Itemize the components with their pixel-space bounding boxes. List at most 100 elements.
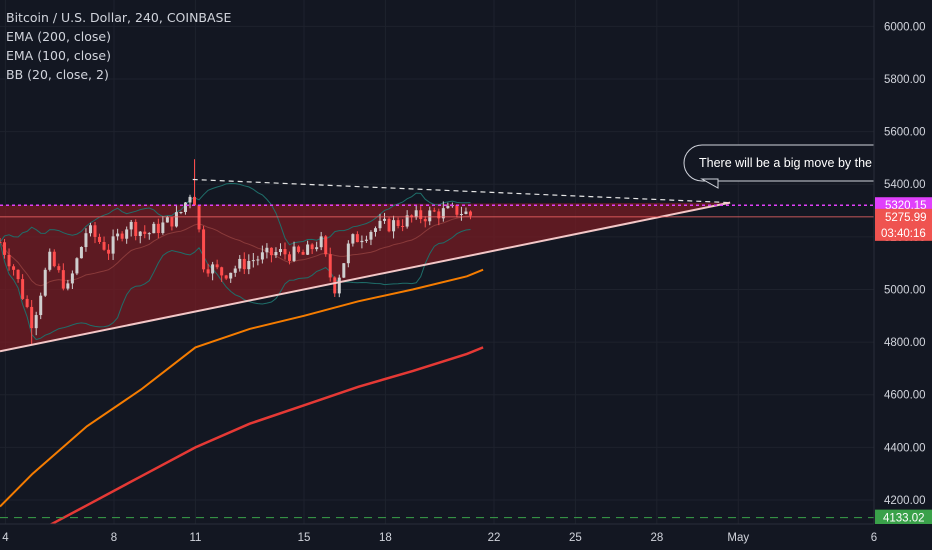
candle [34, 311, 38, 336]
candle [265, 243, 269, 259]
time-tick-label: 11 [189, 532, 201, 544]
time-axis-background [0, 524, 932, 550]
time-tick-label: 8 [111, 532, 117, 544]
last-price-badge: 5275.99 03:40:16 [875, 208, 932, 241]
price-tick-label: 4600.00 [884, 390, 926, 402]
candle [274, 247, 278, 259]
candle [138, 230, 142, 244]
ema-100-line [0, 268, 484, 508]
candle [88, 222, 92, 237]
candle [188, 194, 192, 209]
candle [79, 246, 83, 259]
candle [16, 269, 20, 283]
candle [324, 235, 328, 257]
candle [423, 216, 427, 228]
time-tick-label: 18 [379, 532, 392, 544]
candle [360, 235, 364, 249]
candle [414, 205, 418, 220]
candle [283, 242, 287, 260]
symbol-title[interactable]: Bitcoin / U.S. Dollar, 240, COINBASE [6, 10, 232, 25]
candle [107, 244, 111, 260]
candle [464, 207, 468, 215]
candle [102, 236, 106, 251]
candle [396, 217, 400, 229]
candle [405, 210, 409, 229]
candle [319, 231, 323, 251]
candle [43, 267, 47, 297]
candle [21, 274, 25, 301]
candle [260, 245, 264, 264]
time-tick-label: 15 [298, 532, 311, 544]
candle [233, 265, 237, 277]
candle [441, 201, 445, 222]
candle [310, 243, 314, 254]
candle [39, 292, 43, 320]
candle [292, 241, 296, 263]
candle [25, 295, 29, 309]
support-level-badge-bg [875, 509, 932, 526]
time-tick-label: May [727, 532, 749, 544]
candle [315, 241, 319, 252]
candle [432, 207, 436, 213]
candle [147, 232, 151, 240]
candle [206, 263, 210, 277]
candle [111, 229, 115, 260]
candle [468, 210, 472, 220]
candle [152, 221, 156, 234]
price-tick-label: 6000.00 [884, 21, 926, 33]
candle [179, 211, 183, 215]
candle [238, 255, 242, 272]
annotation-callout[interactable]: There will be a big move by the be [683, 144, 905, 189]
candles [0, 159, 472, 345]
candle [392, 215, 396, 239]
annotation-text: There will be a big move by the be [699, 156, 889, 170]
candle [387, 217, 391, 233]
candle [446, 202, 450, 209]
indicator-ema-200[interactable]: EMA (200, close) [6, 29, 111, 44]
countdown-label: 03:40:16 [881, 228, 926, 240]
candle [61, 263, 65, 291]
candle [220, 266, 224, 282]
time-axis-ticks: 4 8 11 15 18 22 25 28 May 6 [2, 532, 877, 544]
candle [0, 237, 2, 244]
bollinger-basis [0, 215, 471, 287]
price-tick-label: 5800.00 [884, 74, 926, 86]
bollinger-upper-band [0, 182, 471, 246]
candle [383, 212, 387, 224]
time-axis[interactable]: 4 8 11 15 18 22 25 28 May 6 [0, 523, 932, 550]
candle [197, 204, 201, 233]
ema-200-line [0, 346, 484, 550]
time-tick-label: 6 [871, 532, 877, 544]
indicator-bb[interactable]: BB (20, close, 2) [6, 67, 109, 82]
candle [337, 274, 341, 298]
candle [342, 262, 346, 279]
candle [98, 233, 102, 244]
candle [84, 228, 88, 252]
candle [161, 216, 165, 235]
price-tick-label: 5600.00 [884, 127, 926, 139]
time-tick-label: 28 [650, 532, 663, 544]
candle [30, 300, 34, 345]
candle [251, 253, 255, 268]
price-axis[interactable]: 6000.005800.005600.005400.005200.005000.… [873, 0, 932, 526]
interval-label: 240 [135, 10, 159, 25]
candle [70, 270, 74, 290]
candle [3, 238, 7, 259]
time-tick-label: 4 [2, 532, 9, 544]
candle [401, 219, 405, 232]
candle [193, 159, 197, 206]
price-tick-label: 4200.00 [884, 495, 926, 507]
candle [120, 231, 124, 242]
candle [52, 249, 56, 268]
candle [373, 226, 377, 237]
candle [288, 251, 292, 265]
candle [428, 206, 432, 226]
candle [156, 218, 160, 239]
support-level-label: 4133.02 [883, 513, 925, 525]
indicator-ema-100[interactable]: EMA (100, close) [6, 48, 111, 63]
candle [333, 276, 337, 297]
last-price-label: 5275.99 [885, 212, 927, 224]
candle [301, 249, 305, 255]
candle [419, 206, 423, 224]
